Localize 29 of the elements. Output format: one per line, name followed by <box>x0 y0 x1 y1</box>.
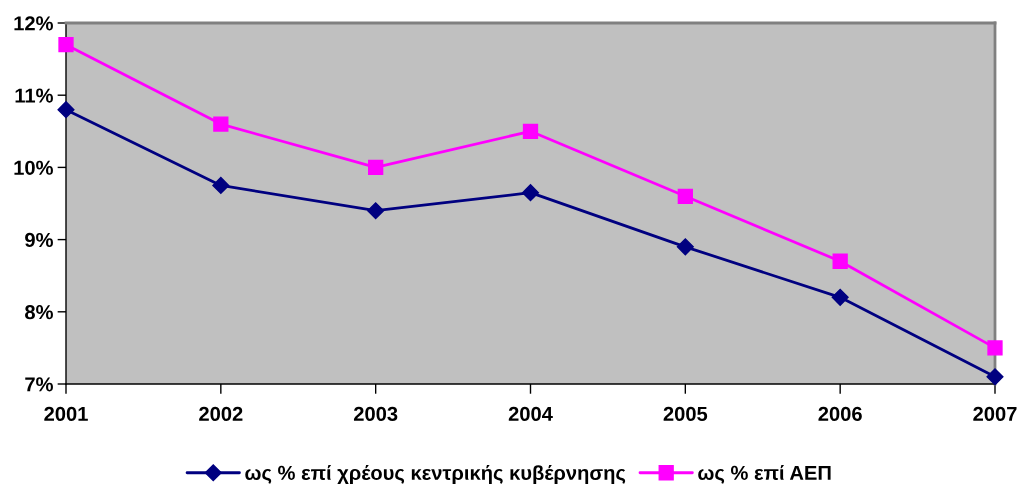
y-tick-label: 9% <box>25 232 53 248</box>
legend-label: ως % επί ΑΕΠ <box>698 464 831 484</box>
y-tick-label: 11% <box>15 88 53 103</box>
point <box>212 176 230 195</box>
point <box>368 159 384 176</box>
y-tick-label: 10% <box>14 160 53 175</box>
x-tick-label: 2001 <box>44 406 88 422</box>
x-tick-label: 2006 <box>818 406 862 422</box>
point <box>677 188 693 204</box>
point <box>832 253 848 269</box>
point <box>57 101 75 119</box>
point <box>676 238 694 256</box>
point <box>987 340 1003 356</box>
y-tick-label: 7% <box>25 377 53 392</box>
x-tick-label: 2003 <box>353 406 398 422</box>
point <box>367 202 385 220</box>
point <box>213 116 229 132</box>
x-tick-label: 2002 <box>199 406 243 422</box>
y-tick-label: 12% <box>14 16 53 31</box>
point <box>831 288 849 306</box>
point <box>521 184 540 202</box>
point <box>522 123 539 139</box>
y-tick-label: 8% <box>25 305 53 320</box>
x-tick-label: 2007 <box>973 406 1017 422</box>
x-tick-label: 2005 <box>663 406 708 422</box>
legend-label: ως % επί χρέους κεντρικής κυβέρνησης <box>245 464 626 484</box>
point <box>58 37 74 53</box>
x-tick-label: 2004 <box>508 406 553 422</box>
point <box>986 368 1004 386</box>
